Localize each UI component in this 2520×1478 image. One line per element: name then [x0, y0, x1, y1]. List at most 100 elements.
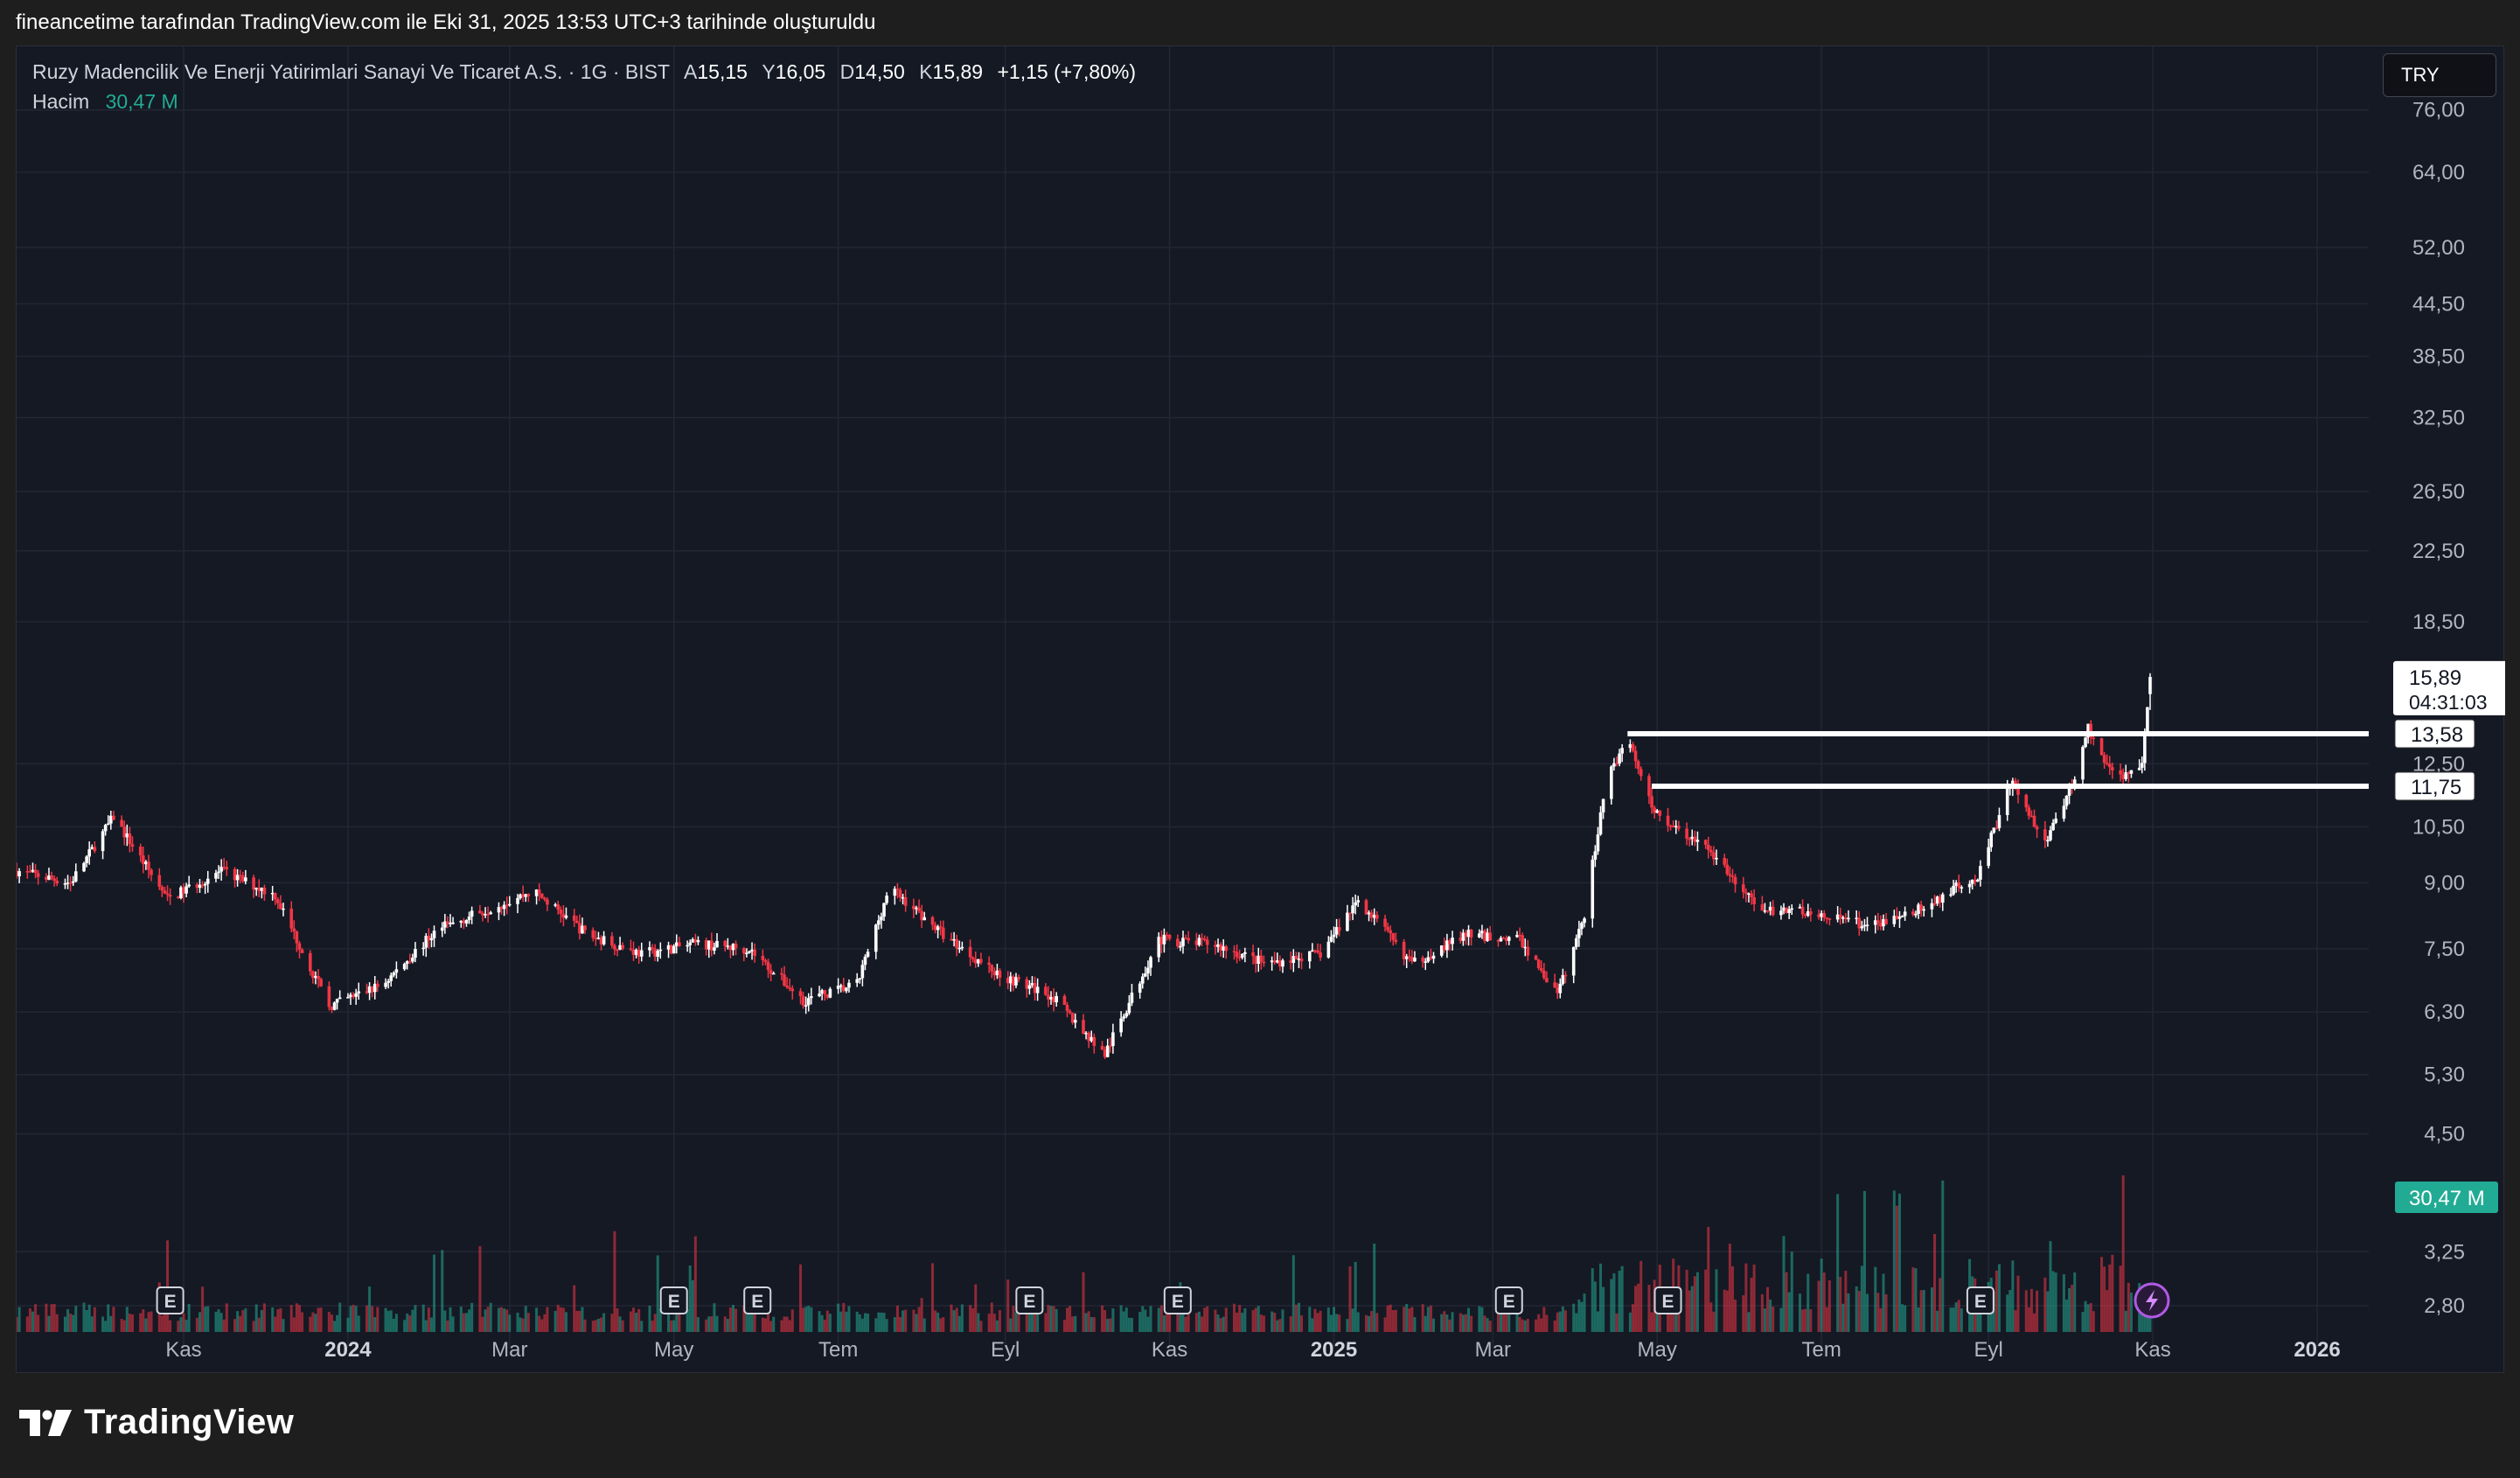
low-label: D	[839, 60, 855, 83]
volume-bar	[201, 1286, 205, 1332]
candle-body	[1556, 987, 1560, 993]
candle-body	[1879, 923, 1883, 927]
candle-body	[1892, 916, 1897, 924]
candle-body	[63, 883, 67, 885]
symbol-title[interactable]: Ruzy Madencilik Ve Enerji Yatirimlari Sa…	[32, 60, 670, 83]
currency-button[interactable]: TRY	[2383, 53, 2496, 97]
level-price-box[interactable]	[2394, 719, 2475, 749]
candle-body	[713, 947, 716, 951]
volume-bar	[1233, 1303, 1236, 1332]
volume-bar	[772, 1316, 776, 1332]
lightning-icon[interactable]	[2134, 1282, 2170, 1319]
volume-bar	[1106, 1319, 1110, 1332]
candle-body	[874, 924, 878, 952]
horizontal-levels[interactable]	[1627, 731, 2369, 789]
candle-body	[1561, 974, 1565, 984]
earnings-marker[interactable]: E	[1966, 1286, 1994, 1314]
volume-bar	[449, 1307, 452, 1332]
candle-body	[427, 936, 431, 941]
candle-body	[2054, 819, 2057, 823]
candle-body	[138, 847, 143, 856]
earnings-marker[interactable]: E	[659, 1286, 688, 1314]
volume-bar	[414, 1305, 417, 1332]
candle-body	[955, 938, 959, 949]
candle-body	[52, 878, 56, 881]
candle-body	[1278, 960, 1282, 967]
volume-bar	[516, 1312, 519, 1332]
tradingview-brand[interactable]: TradingView	[19, 1403, 294, 1442]
volume-bar	[1612, 1272, 1616, 1332]
volume-bar	[2108, 1264, 2112, 1332]
volume-bar	[939, 1318, 943, 1332]
volume-bar	[855, 1311, 859, 1332]
candle-body	[1281, 960, 1284, 967]
earnings-marker[interactable]: E	[743, 1286, 772, 1314]
volume-bar	[254, 1304, 258, 1332]
level-price-box[interactable]	[2394, 771, 2475, 801]
volume-bar	[2054, 1272, 2057, 1332]
last-price-box[interactable]	[2393, 660, 2505, 715]
price-axis[interactable]: 76,00 64,00 52,00 44,50 38,50 32,50 26,50 22,50…	[2393, 99, 2505, 1318]
price-tick: 2,80	[2424, 1294, 2465, 1318]
earnings-marker[interactable]: E	[1163, 1286, 1192, 1314]
candle-body	[36, 873, 40, 877]
earnings-marker[interactable]: E	[1494, 1286, 1523, 1314]
candle-body	[618, 945, 622, 950]
volume-bar	[1997, 1264, 2001, 1332]
candle-body	[187, 884, 191, 887]
volume-bar	[1628, 1312, 1632, 1332]
candle-body	[941, 927, 945, 939]
candle-body	[957, 947, 962, 950]
earnings-marker[interactable]: E	[156, 1286, 184, 1314]
bar-countdown-label: 04:31:03	[2409, 691, 2488, 714]
earnings-marker[interactable]: E	[1015, 1286, 1044, 1314]
volume-bar	[1647, 1285, 1651, 1332]
volume-bar	[142, 1309, 145, 1332]
volume-bar	[1138, 1312, 1142, 1332]
candle-body	[674, 942, 679, 946]
volume-bar	[828, 1314, 832, 1332]
chart-panel[interactable]: E E E E E E E E 76,00 64,00 52,00 44,50 38,50 32,50 2…	[16, 45, 2505, 1374]
volume-bar	[150, 1311, 153, 1332]
volume-bar	[734, 1308, 738, 1332]
volume-bar	[1690, 1286, 1694, 1332]
volume-bar	[1575, 1313, 1578, 1332]
volume-bar	[1478, 1306, 1481, 1332]
volume-bar	[336, 1314, 339, 1332]
earnings-marker[interactable]: E	[1653, 1286, 1682, 1314]
candle-body	[1426, 957, 1431, 962]
volume-bar	[214, 1311, 218, 1332]
volume-bar	[713, 1303, 716, 1332]
volume-bar	[538, 1315, 541, 1332]
volume-bar	[1882, 1273, 1885, 1332]
price-chart[interactable]: E E E E E E E E 76,00 64,00 52,00 44,50 38,50 32,50 2…	[17, 46, 2505, 1374]
candle-body	[1835, 914, 1840, 920]
time-axis[interactable]: Kas 2024 Mar May Tem Eyl Kas 2025 Mar May Tem Eyl Ka…	[165, 1338, 2340, 1362]
volume-bar	[45, 1303, 48, 1332]
candle-body	[262, 887, 267, 895]
volume-bar	[895, 1305, 899, 1332]
volume-bar	[354, 1306, 358, 1332]
candle-body	[742, 948, 746, 954]
volume-bar	[368, 1286, 372, 1332]
volume-bar	[922, 1318, 926, 1332]
candle-body	[823, 990, 827, 995]
volume-bar	[28, 1308, 31, 1332]
volume-label[interactable]: Hacim	[32, 90, 90, 113]
volume-bar	[1688, 1290, 1691, 1332]
candle-body	[763, 959, 768, 962]
volume-bar	[1281, 1309, 1284, 1332]
volume-bar	[373, 1317, 377, 1332]
candle-body	[17, 871, 21, 877]
candle-body	[1055, 995, 1058, 1003]
volume-bar	[2068, 1287, 2071, 1332]
candle-body	[1884, 918, 1888, 924]
volume-bar	[602, 1313, 606, 1332]
candle-body	[930, 917, 935, 925]
volume-bar	[726, 1319, 729, 1332]
volume-bar	[1876, 1293, 1880, 1332]
time-tick: Kas	[2134, 1338, 2170, 1362]
volume-bar	[1496, 1306, 1500, 1332]
price-tick: 10,50	[2412, 816, 2465, 840]
